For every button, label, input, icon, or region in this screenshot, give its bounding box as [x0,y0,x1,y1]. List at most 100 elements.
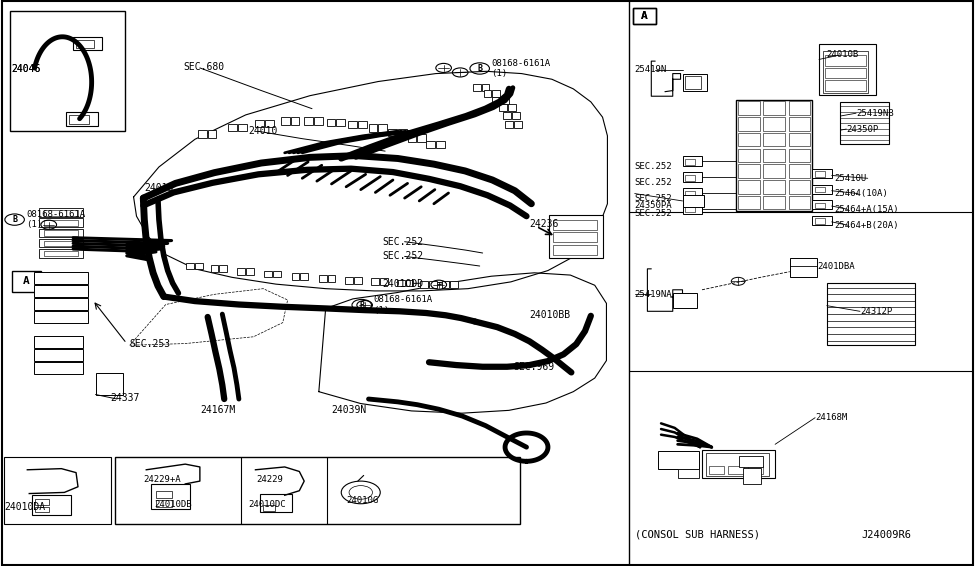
Bar [34,272,88,284]
Bar [473,84,481,91]
Bar [35,499,49,505]
Bar [508,104,516,111]
Bar [426,140,435,148]
Bar [378,124,387,131]
Bar [738,196,760,209]
Bar [825,80,866,91]
Bar [763,180,785,194]
Bar [763,117,785,131]
Bar [380,278,388,285]
Bar [34,349,83,361]
Bar [237,268,245,275]
Text: 24236: 24236 [529,218,559,229]
Bar [825,55,866,66]
Text: A: A [23,276,29,286]
Text: 2401ODD: 2401ODD [382,278,423,289]
Bar [789,180,810,194]
Text: 24167M: 24167M [200,405,235,415]
Text: 24013: 24013 [144,183,174,193]
Bar [327,118,335,126]
Text: 24010B: 24010B [827,50,859,59]
Bar [763,149,785,162]
Bar [840,102,889,144]
Bar [260,494,292,512]
Bar [763,196,785,209]
Bar [812,185,832,194]
Bar [436,140,445,148]
Bar [388,129,397,136]
Bar [685,76,701,89]
Text: 24039N: 24039N [332,405,367,415]
Bar [264,271,272,277]
Bar [789,101,810,115]
Bar [706,453,769,476]
Bar [789,133,810,147]
Text: 24350P: 24350P [846,125,878,134]
Bar [682,188,702,198]
Text: 25464(10A): 25464(10A) [835,189,888,198]
Bar [186,263,194,269]
Bar [273,271,281,277]
Bar [39,218,83,227]
Bar [450,281,458,288]
Bar [815,187,825,192]
Bar [685,207,695,212]
Bar [553,220,597,230]
Bar [265,119,274,127]
Bar [682,172,702,182]
Bar [702,450,775,478]
Bar [738,101,760,115]
Text: SEC.252: SEC.252 [635,162,673,171]
Bar [246,268,254,275]
Bar [406,280,413,286]
Bar [408,134,416,142]
Bar [812,216,832,225]
Bar [482,84,489,91]
Bar [682,195,704,207]
Bar [789,196,810,209]
Bar [503,112,511,119]
Bar [429,281,437,288]
Bar [499,104,507,111]
Bar [208,130,216,138]
Text: 25464+A(15A): 25464+A(15A) [835,205,899,214]
Text: 24350PA: 24350PA [635,201,673,210]
Bar [151,484,190,509]
Bar [44,220,78,226]
Text: 24046: 24046 [12,64,41,74]
Bar [492,90,500,97]
Text: 08168-6161A
(1): 08168-6161A (1) [491,59,551,78]
Bar [314,117,323,125]
Bar [34,362,83,374]
Text: A: A [642,11,647,21]
Text: 24168M: 24168M [815,413,847,422]
Bar [738,117,760,131]
Bar [682,204,702,214]
Bar [709,466,724,474]
Bar [358,121,367,128]
Bar [738,149,760,162]
Text: 08168-6161A
(1): 08168-6161A (1) [373,295,433,315]
Bar [348,121,357,128]
Bar [492,96,500,104]
Text: SEC.969: SEC.969 [514,362,555,372]
Bar [633,8,656,24]
Text: 08168-6161A
(1): 08168-6161A (1) [26,210,86,229]
Text: 2401DBA: 2401DBA [817,261,855,271]
Bar [728,466,744,474]
Bar [34,298,88,310]
Text: SEC.253: SEC.253 [130,338,171,349]
Bar [685,175,695,181]
Bar [115,457,520,524]
Bar [501,96,509,104]
Bar [281,117,290,125]
Bar [819,44,876,95]
Bar [336,118,345,126]
Text: 24046: 24046 [12,64,41,74]
Bar [738,133,760,147]
Bar [291,117,299,125]
Bar [633,8,656,24]
Bar [789,149,810,162]
Bar [763,133,785,147]
Bar [763,101,785,115]
